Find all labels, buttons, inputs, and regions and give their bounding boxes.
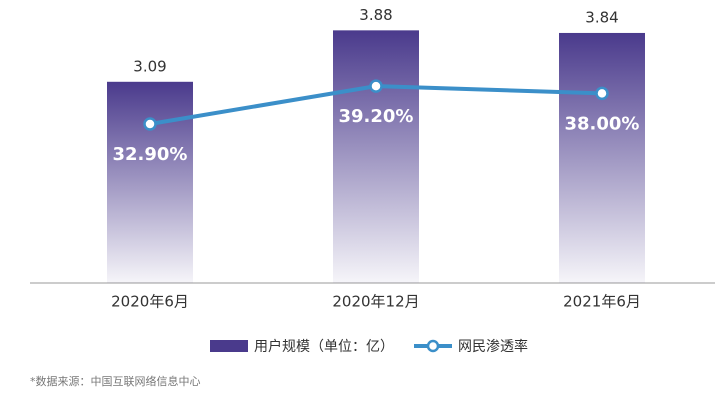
bar-value-label: 3.88	[359, 6, 392, 24]
legend-marker	[426, 339, 440, 353]
legend-label: 用户规模（单位：亿）	[254, 338, 394, 355]
x-tick-label: 2021年6月	[563, 293, 641, 311]
legend-swatch	[210, 340, 248, 352]
legend-label: 网民渗透率	[458, 338, 528, 355]
line-value-label: 32.90%	[113, 144, 188, 165]
bar	[107, 81, 193, 283]
bar-value-label: 3.09	[133, 57, 166, 75]
source-note: *数据来源：中国互联网络信息中心	[30, 374, 201, 388]
bar	[333, 30, 419, 284]
bar	[559, 32, 645, 283]
line-value-label: 38.00%	[565, 113, 640, 134]
x-tick-label: 2020年12月	[332, 293, 419, 311]
line-point	[369, 79, 383, 93]
line-value-label: 39.20%	[339, 106, 414, 127]
x-tick-label: 2020年6月	[111, 293, 189, 311]
line-point	[595, 86, 609, 101]
bar-value-label: 3.84	[585, 8, 618, 26]
line-point	[143, 117, 157, 131]
